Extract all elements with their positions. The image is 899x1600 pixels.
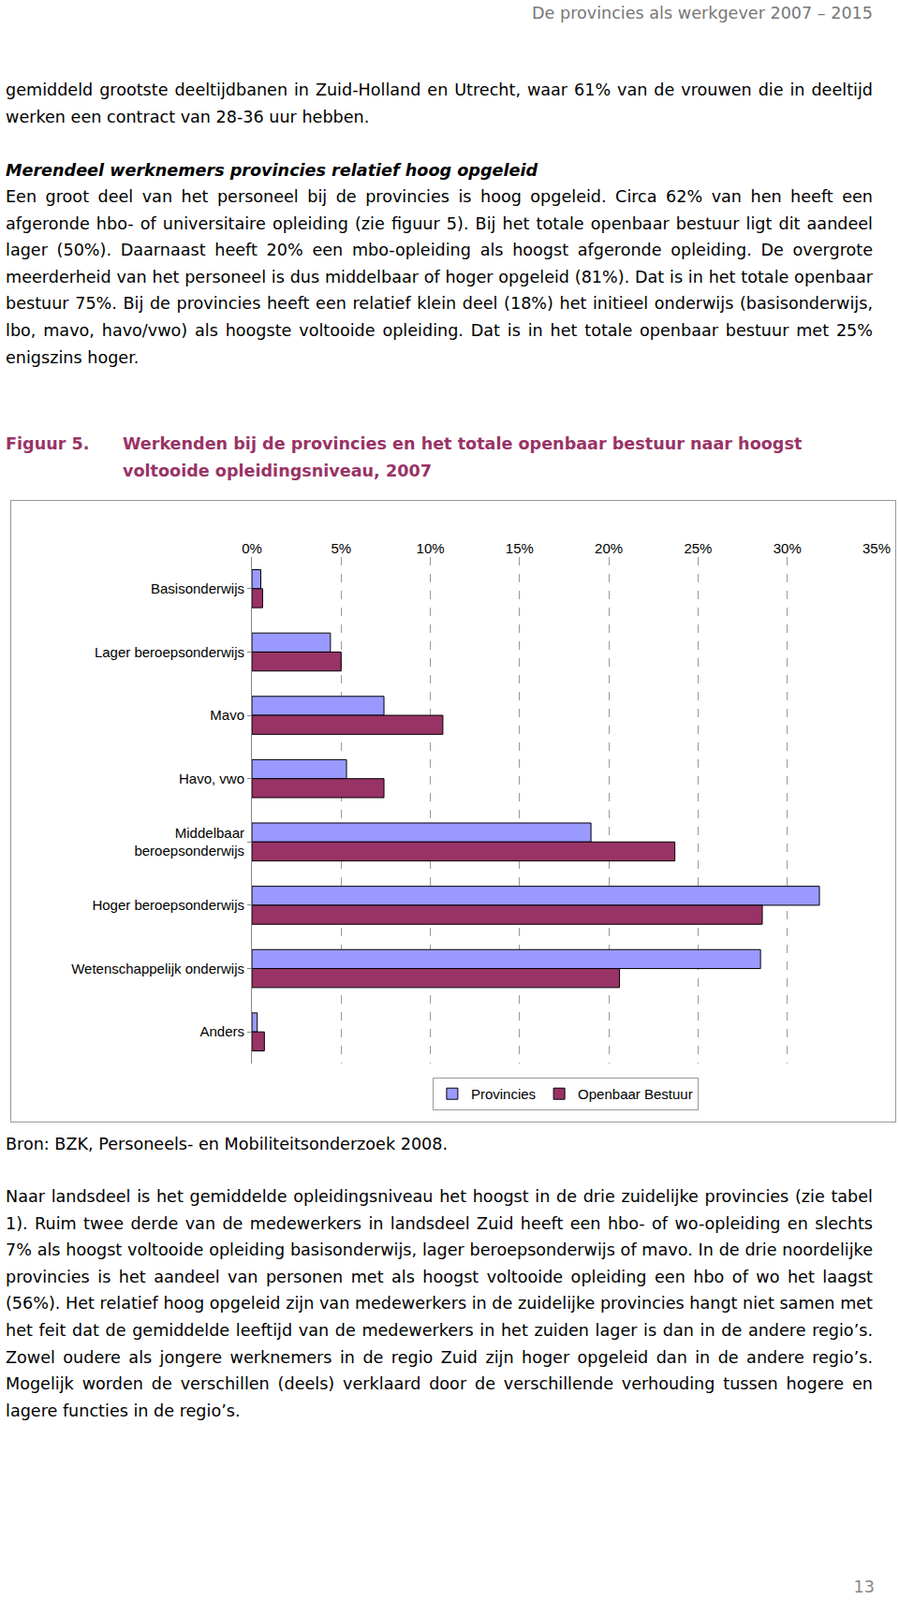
svg-text:25%: 25%	[683, 540, 712, 557]
svg-text:15%: 15%	[505, 540, 534, 557]
svg-text:0%: 0%	[241, 540, 263, 557]
html-text:13: 13	[853, 1577, 875, 1597]
svg-text:Wetenschappelijk onderwijs: Wetenschappelijk onderwijs	[71, 960, 245, 977]
svg-text:5%: 5%	[330, 540, 352, 557]
svg-text:Havo, vwo: Havo, vwo	[178, 770, 245, 787]
html-text:gemiddeld grootste deeltijdban: gemiddeld grootste deeltijdbanen in Zuid…	[5, 80, 873, 127]
svg-text:Mavo: Mavo	[209, 707, 245, 723]
svg-text:Hoger beroepsonderwijs: Hoger beroepsonderwijs	[91, 897, 245, 914]
html-text:Naar landsdeel is het gemiddel: Naar landsdeel is het gemiddelde opleidi…	[5, 1187, 873, 1421]
html-text:Werkenden bij de provincies en: Werkenden bij de provincies en het total…	[122, 434, 802, 481]
svg-text:Provincies: Provincies	[471, 1086, 536, 1103]
svg-text:Openbaar Bestuur: Openbaar Bestuur	[577, 1086, 693, 1103]
html-text:Figuur 5.: Figuur 5.	[5, 434, 90, 454]
html-text:De provincies als werkgever 20: De provincies als werkgever 2007 – 2015	[531, 3, 873, 23]
svg-text:Lager beroepsonderwijs: Lager beroepsonderwijs	[94, 644, 245, 661]
html-text:Een groot deel van het persone: Een groot deel van het personeel bij de …	[5, 187, 873, 367]
svg-text:Middelbaarberoepsonderwijs: Middelbaarberoepsonderwijs	[133, 825, 245, 860]
html-text:Merendeel werknemers provincie: Merendeel werknemers provincies relatief…	[5, 161, 538, 180]
svg-text:20%: 20%	[594, 540, 623, 557]
svg-text:30%: 30%	[773, 540, 802, 557]
svg-text:35%: 35%	[862, 540, 891, 557]
svg-text:Basisonderwijs: Basisonderwijs	[150, 580, 245, 597]
svg-text:10%: 10%	[416, 540, 445, 557]
svg-text:Anders: Anders	[199, 1023, 245, 1040]
html-text:Bron: BZK, Personeels- en Mobi: Bron: BZK, Personeels- en Mobiliteitsond…	[5, 1134, 448, 1154]
